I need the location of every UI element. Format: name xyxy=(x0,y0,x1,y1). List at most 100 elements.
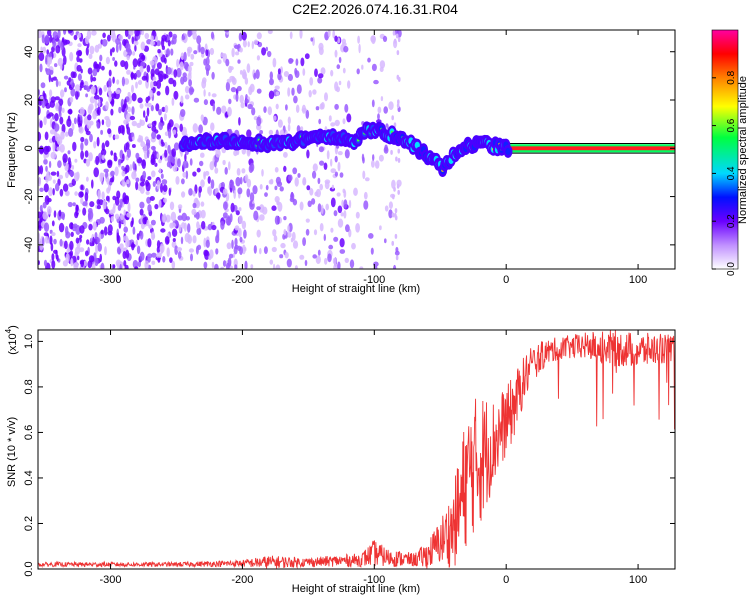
spectrogram-noise-blob xyxy=(246,188,251,198)
spectrogram-noise-blob xyxy=(274,196,280,203)
spectrogram-noise-blob xyxy=(111,47,115,53)
spectrogram-noise-blob xyxy=(287,87,291,97)
spectrogram-noise-blob xyxy=(210,31,215,40)
spectrogram-noise-blob xyxy=(69,170,75,177)
spectrogram-noise-blob xyxy=(151,252,157,258)
spectrogram-noise-blob xyxy=(50,151,57,160)
spectrogram-noise-blob xyxy=(99,216,105,224)
spectrogram-noise-blob xyxy=(47,57,52,65)
spectrogram-noise-blob xyxy=(192,235,197,244)
spectrogram-noise-blob xyxy=(69,51,74,62)
spectrogram-noise-blob xyxy=(283,165,287,172)
spectrogram-noise-blob xyxy=(300,57,305,67)
spectrogram-noise-blob xyxy=(79,225,85,234)
spectrogram-noise-blob xyxy=(131,120,137,127)
spectrogram-noise-blob xyxy=(52,188,55,196)
spectrogram-noise-blob xyxy=(101,154,105,161)
spectrogram-noise-blob xyxy=(248,86,253,96)
spectrogram-noise-blob xyxy=(279,254,284,259)
spectrogram-noise-blob xyxy=(157,49,161,54)
spectrogram-noise-blob xyxy=(180,52,185,60)
spectrogram-noise-blob xyxy=(48,112,54,117)
spectrogram-noise-blob xyxy=(156,252,162,259)
spectrogram-noise-blob xyxy=(342,67,346,74)
spectrogram-noise-blob xyxy=(51,46,55,53)
spectrogram-noise-blob xyxy=(111,93,115,98)
spectrogram-noise-blob xyxy=(123,209,126,216)
spectrogram-noise-blob xyxy=(131,106,135,115)
spectrogram-noise-blob xyxy=(197,244,202,250)
spectrogram-noise-blob xyxy=(122,39,127,46)
spectrogram-noise-blob xyxy=(306,149,310,159)
spectrogram-noise-blob xyxy=(55,133,61,142)
spectrogram-noise-blob xyxy=(196,35,202,45)
spectrogram-noise-blob xyxy=(91,263,96,269)
spectrogram-noise-blob xyxy=(112,76,115,84)
spectrogram-noise-blob xyxy=(196,227,202,235)
spectrogram-noise-blob xyxy=(105,101,109,110)
spectrogram-noise-blob xyxy=(372,154,375,161)
spectrogram-noise-blob xyxy=(395,156,398,162)
spectrogram-noise-blob xyxy=(383,146,389,154)
snr-multiplier-base: (x10 xyxy=(7,333,19,354)
spectrogram-noise-blob xyxy=(229,179,235,189)
spectrogram-noise-blob xyxy=(307,200,312,208)
spectrogram-noise-blob xyxy=(129,30,134,36)
spectrogram-noise-blob xyxy=(272,263,276,269)
spectrogram-noise-blob xyxy=(256,88,262,94)
spectrogram-noise-blob xyxy=(181,178,185,185)
snr-x-tick-label: 100 xyxy=(629,574,647,586)
spectrogram-noise-blob xyxy=(58,81,61,87)
spectrogram-noise-blob xyxy=(114,60,118,67)
spectrogram-noise-blob xyxy=(59,144,65,153)
spectrogram-noise-blob xyxy=(96,204,101,210)
spectrogram-noise-blob xyxy=(58,222,65,233)
spectrogram-noise-blob xyxy=(94,232,98,240)
snr-panel: -300 -200 -100 0 100 0.0 0.2 0.4 0.6 0.8 1.0 Heig… xyxy=(4,325,676,595)
spectrogram-noise-blob xyxy=(305,218,310,223)
colorbar-ticks: 0.0 0.2 0.4 0.6 0.8 xyxy=(712,70,737,276)
spectrogram-noise-blob xyxy=(222,188,228,195)
spectrogram-noise-blob xyxy=(67,109,73,115)
spectrogram-noise-blob xyxy=(134,30,140,37)
spectrogram-noise-blob xyxy=(388,101,394,110)
spectrogram-y-tick-label: 40 xyxy=(23,46,35,58)
spectrogram-noise-blob xyxy=(59,238,63,247)
spectrogram-noise-blob xyxy=(116,79,120,85)
spectrogram-noise-blob xyxy=(214,263,219,269)
spectrogram-noise-blob xyxy=(223,201,228,211)
spectrogram-noise-blob xyxy=(105,195,110,202)
spectrogram-noise-blob xyxy=(171,35,177,45)
spectrogram-noise-blob xyxy=(51,253,55,261)
spectrogram-noise-blob xyxy=(48,187,53,197)
spectrogram-noise-blob xyxy=(176,58,180,68)
spectrogram-noise-blob xyxy=(172,238,176,242)
spectrogram-noise-blob xyxy=(214,167,219,174)
spectrogram-noise-blob xyxy=(164,131,169,137)
spectrogram-noise-blob xyxy=(69,96,74,103)
spectrogram-noise-blob xyxy=(302,178,307,186)
spectrogram-noise-blob xyxy=(296,84,302,94)
spectrogram-noise-blob xyxy=(74,191,78,196)
spectrogram-noise-blob xyxy=(246,178,252,188)
spectrogram-noise-blob xyxy=(95,155,100,166)
spectrogram-noise-blob xyxy=(187,30,192,38)
spectrogram-noise-blob xyxy=(49,34,53,44)
spectrogram-noise-blob xyxy=(151,170,156,178)
spectrogram-noise-blob xyxy=(334,155,338,163)
spectrogram-noise-blob xyxy=(125,249,130,259)
spectrogram-noise-blob xyxy=(38,131,42,142)
spectrogram-noise-blob xyxy=(193,50,198,55)
spectrogram-noise-blob xyxy=(374,160,380,169)
spectrogram-noise-blob xyxy=(268,129,274,136)
spectrogram-noise-blob xyxy=(45,67,48,72)
spectrogram-noise-blob xyxy=(287,123,291,132)
spectrogram-noise-blob xyxy=(244,260,248,269)
spectrogram-noise-blob xyxy=(220,52,226,58)
spectrogram-noise-blob xyxy=(235,176,241,187)
spectrogram-noise-blob xyxy=(39,187,44,192)
spectrogram-noise-blob xyxy=(236,168,241,176)
spectrogram-noise-blob xyxy=(55,183,60,192)
spectrogram-noise-blob xyxy=(393,186,396,192)
spectrogram-noise-blob xyxy=(362,156,365,164)
